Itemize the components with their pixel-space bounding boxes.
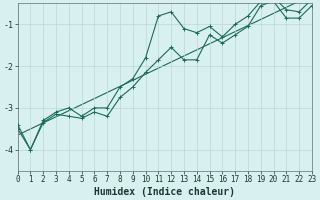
X-axis label: Humidex (Indice chaleur): Humidex (Indice chaleur): [94, 186, 235, 197]
